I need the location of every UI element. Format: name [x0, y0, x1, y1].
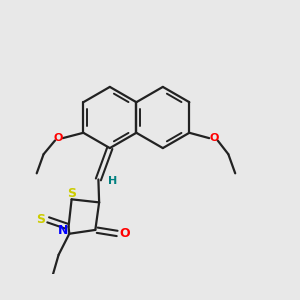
Text: O: O	[53, 133, 62, 143]
Text: S: S	[36, 213, 45, 226]
Text: S: S	[68, 187, 76, 200]
Text: O: O	[209, 133, 219, 143]
Text: N: N	[58, 224, 68, 237]
Text: H: H	[108, 176, 118, 186]
Text: O: O	[120, 227, 130, 240]
